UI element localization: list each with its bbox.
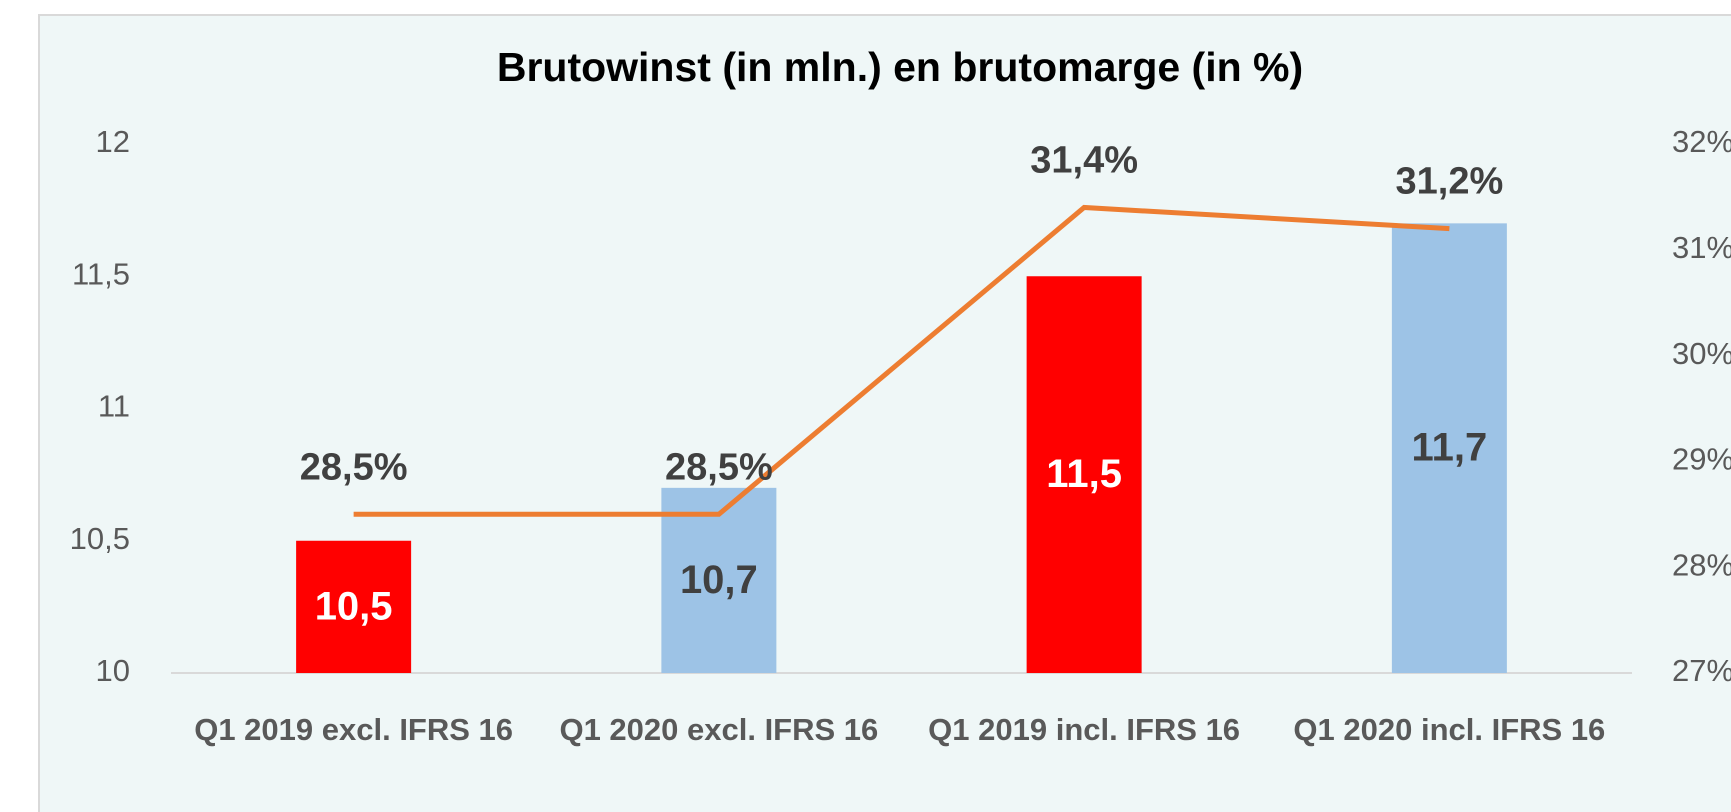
line <box>353 204 1450 517</box>
y-tick-label: 10,5 <box>70 521 130 556</box>
y2-tick-label: 27% <box>1672 653 1731 688</box>
data-label: 10,7 <box>680 558 758 602</box>
data-label: 10,5 <box>315 584 393 628</box>
data-label: 31,2% <box>1396 161 1504 203</box>
y2-tick-label: 30% <box>1672 336 1731 371</box>
y-tick-label: 12 <box>96 124 130 159</box>
x-tick-label: Q1 2020 excl. IFRS 16 <box>559 712 879 747</box>
data-label: 11,5 <box>1046 452 1122 496</box>
data-label: 28,5% <box>300 446 408 488</box>
data-label: 11,7 <box>1412 426 1488 470</box>
y-tick-label: 11,5 <box>72 256 130 291</box>
y2-tick-label: 28% <box>1672 547 1731 582</box>
bar <box>1391 223 1507 673</box>
x-tick-label: Q1 2020 incl. IFRS 16 <box>1293 712 1606 747</box>
bar <box>296 540 412 673</box>
x-tick-label: Q1 2019 incl. IFRS 16 <box>928 712 1241 747</box>
data-label: 28,5% <box>665 446 773 488</box>
data-label: 31,4% <box>1030 140 1138 182</box>
y2-tick-label: 31% <box>1672 230 1731 265</box>
y-tick-label: 11 <box>98 389 130 424</box>
bar <box>1026 276 1142 673</box>
bar <box>661 487 777 673</box>
y2-tick-label: 29% <box>1672 442 1731 477</box>
y2-tick-label: 32% <box>1672 124 1731 159</box>
chart-title: Brutowinst (in mln.) en brutomarge (in %… <box>497 44 1303 90</box>
x-tick-label: Q1 2019 excl. IFRS 16 <box>194 712 514 747</box>
y-tick-label: 10 <box>96 653 130 688</box>
